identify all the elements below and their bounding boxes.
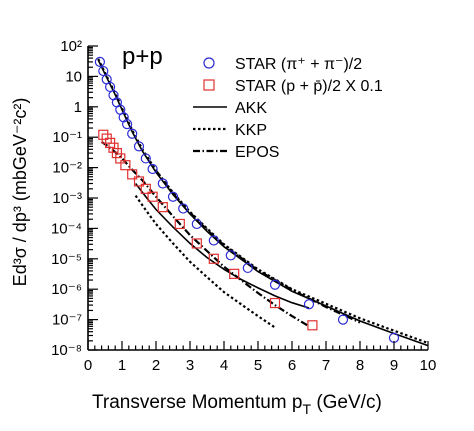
- x-axis-label-unit: (GeV/c): [311, 392, 382, 413]
- data-point-circle: [191, 218, 202, 230]
- legend-label: KKP: [235, 122, 267, 139]
- data-point-square: [108, 142, 119, 153]
- data-point-circle: [121, 118, 133, 130]
- y-tick-label: 10²: [60, 38, 82, 55]
- series-line: [97, 58, 429, 345]
- ticks-layer: [87, 45, 429, 351]
- x-tick-label: 7: [322, 357, 330, 374]
- x-axis-label-main: Transverse Momentum p: [92, 392, 302, 413]
- x-tick-label: 1: [118, 357, 126, 374]
- data-point-square: [208, 253, 219, 264]
- y-tick-label: 10: [65, 68, 82, 85]
- data-point-circle: [178, 203, 189, 214]
- data-point-square: [147, 191, 158, 202]
- y-tick-label: 10⁻⁵: [51, 251, 82, 268]
- data-point-circle: [147, 163, 158, 175]
- x-tick-label: 8: [356, 357, 364, 374]
- series-line: [134, 194, 276, 329]
- legend-marker-square: [203, 79, 215, 91]
- data-point-circle: [94, 56, 106, 67]
- data-point-square: [133, 176, 145, 187]
- data-point-circle: [140, 153, 151, 164]
- data-point-circle: [127, 128, 138, 139]
- x-tick-label: 9: [390, 357, 398, 374]
- data-point-square: [111, 147, 123, 159]
- legend-label: EPOS: [235, 144, 279, 161]
- data-point-circle: [242, 262, 253, 274]
- y-tick-label: 10⁻³: [52, 190, 82, 207]
- data-point-square: [157, 202, 168, 213]
- data-point-circle: [167, 191, 179, 202]
- legend-marker-circle: [203, 57, 215, 69]
- legend: STAR (π⁺ + π⁻)/2 STAR (p + p̄)/2 X 0.1 AKK…: [193, 56, 383, 161]
- data-point-circle: [208, 235, 219, 246]
- y-tick-label: 10⁻⁸: [51, 342, 82, 359]
- tick-labels-layer: 0 1 2 3 4 5 6 7 8 9 10 10² 10 1 10⁻¹ 10⁻² 10⁻³ 10⁻⁴ 10⁻⁵ 10…: [51, 38, 436, 374]
- data-point-circle: [337, 314, 349, 325]
- y-tick-label: 10⁻⁴: [51, 220, 82, 237]
- x-tick-label: 5: [254, 357, 262, 374]
- x-tick-label: 10: [420, 357, 437, 374]
- y-tick-label: 10⁻⁶: [51, 281, 82, 298]
- data-point-circle: [133, 141, 145, 152]
- data-point-square: [140, 183, 151, 194]
- legend-label: STAR (π⁺ + π⁻)/2: [235, 56, 362, 73]
- series-line: [155, 169, 361, 324]
- x-tick-label: 6: [288, 357, 296, 374]
- data-point-circle: [303, 299, 315, 310]
- legend-label: STAR (p + p̄)/2 X 0.1: [235, 78, 383, 95]
- data-point-square: [174, 218, 185, 230]
- x-tick-label: 0: [84, 357, 92, 374]
- x-tick-label: 3: [186, 357, 194, 374]
- y-axis-label: Ed³σ / dp³ (mbGeV⁻²c²): [10, 98, 30, 287]
- x-tick-label: 4: [220, 357, 228, 374]
- data-point-circle: [225, 250, 236, 261]
- y-tick-label: 1: [74, 99, 82, 116]
- x-axis-label-subscript: T: [302, 401, 311, 417]
- data-point-square: [120, 160, 131, 171]
- y-tick-label: 10⁻²: [52, 160, 82, 177]
- panel-label: p+p: [122, 43, 163, 70]
- y-tick-label: 10⁻¹: [52, 129, 82, 146]
- y-tick-label: 10⁻⁷: [52, 312, 82, 329]
- data-point-circle: [118, 112, 129, 123]
- data-point-square: [269, 297, 281, 309]
- markers-layer: [94, 56, 400, 344]
- data-point-square: [229, 268, 240, 279]
- data-point-square: [307, 320, 318, 331]
- data-point-circle: [269, 279, 281, 290]
- legend-label: AKK: [235, 100, 267, 117]
- data-point-square: [127, 169, 138, 180]
- data-point-square: [98, 129, 109, 140]
- x-tick-label: 2: [152, 357, 160, 374]
- data-point-square: [191, 238, 202, 249]
- data-point-circle: [157, 178, 168, 189]
- x-axis-label: Transverse Momentum pT (GeV/c): [92, 392, 382, 417]
